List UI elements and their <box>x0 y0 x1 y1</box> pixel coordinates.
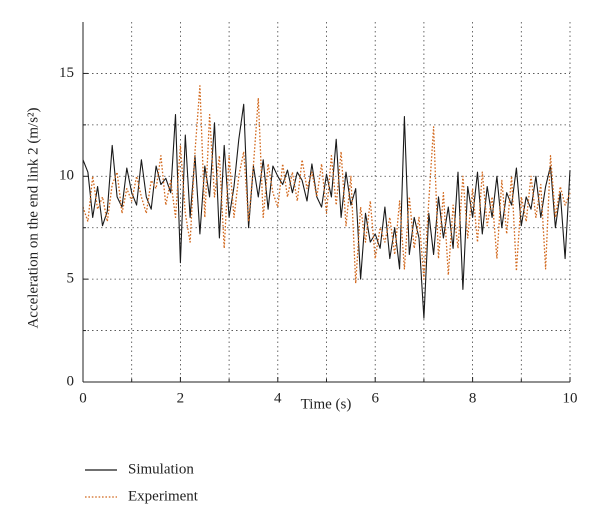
x-tick-label: 0 <box>79 390 87 406</box>
data-line <box>82 103 571 319</box>
legend-label: Experiment <box>128 488 199 504</box>
y-tick-label: 5 <box>67 271 75 287</box>
data-line <box>82 85 571 284</box>
x-tick-label: 4 <box>274 390 282 406</box>
legend-label: Simulation <box>128 461 194 477</box>
y-tick-label: 10 <box>59 168 74 184</box>
y-tick-label: 15 <box>59 65 74 81</box>
x-tick-label: 8 <box>469 390 477 406</box>
x-tick-label: 10 <box>563 390 578 406</box>
y-tick-label: 0 <box>67 373 75 389</box>
x-tick-label: 2 <box>177 390 185 406</box>
y-axis-label: Acceleration on the end link 2 (m/s²) <box>25 107 41 328</box>
x-axis-label: Time (s) <box>301 396 352 412</box>
x-tick-label: 6 <box>371 390 379 406</box>
